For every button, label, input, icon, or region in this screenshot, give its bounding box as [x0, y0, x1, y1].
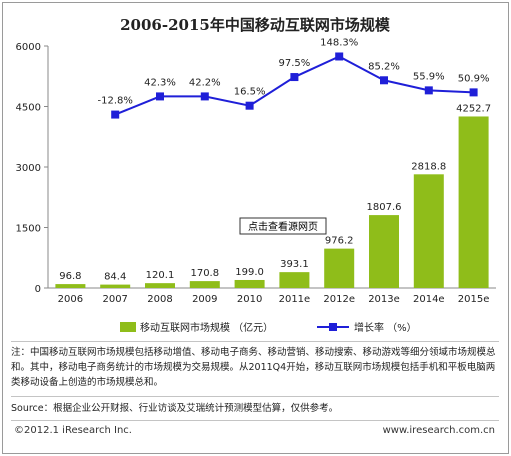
bar — [55, 284, 86, 288]
x-tick-label: 2011e — [279, 294, 311, 305]
website-link[interactable]: www.iresearch.com.cn — [382, 425, 495, 436]
growth-value-label: 50.9% — [458, 73, 490, 84]
bar — [100, 284, 131, 288]
x-tick-label: 2014e — [413, 294, 445, 305]
growth-marker — [380, 76, 388, 85]
growth-value-label: 148.3% — [320, 37, 358, 48]
divider-bottom — [11, 420, 499, 421]
y-tick-label: 1500 — [16, 224, 41, 235]
growth-line-series: -12.8% 42.3% 42.2% 16.5% 97.5% 148.3% 85.2% 55.… — [98, 37, 490, 119]
bar-value-label: 2818.8 — [411, 161, 446, 172]
divider-top — [11, 341, 499, 342]
divider-middle — [11, 396, 499, 397]
bar — [324, 248, 355, 288]
view-source-button-box[interactable] — [239, 217, 327, 235]
growth-value-label: 85.2% — [368, 61, 400, 72]
growth-value-label: 55.9% — [413, 71, 445, 82]
y-tick-label: 3000 — [16, 163, 41, 174]
growth-marker — [200, 92, 209, 101]
bar-value-label: 976.2 — [325, 236, 354, 247]
source-note: Source：根据企业公开财报、行业访谈及艾瑞统计预测模型估算，仅供参考。 — [11, 403, 339, 414]
legend: 移动互联网市场规模 （亿元） 增长率 （%） — [120, 321, 417, 334]
bar — [458, 116, 489, 289]
view-source-button[interactable]: 点击查看源网页 — [239, 217, 327, 235]
bar-value-label: 170.8 — [190, 268, 219, 279]
x-tick-label: 2012e — [323, 294, 355, 305]
y-tick-label: 0 — [35, 284, 41, 295]
growth-value-label: 97.5% — [279, 58, 311, 69]
axes: 0 1500 3000 4500 6000 2006 2007 2008 2009 2010 201… — [16, 42, 496, 305]
legend-line-marker — [329, 323, 337, 331]
bar — [369, 215, 399, 288]
bar-value-label: 393.1 — [280, 259, 309, 270]
growth-value-label: 42.2% — [189, 77, 221, 88]
growth-marker — [469, 88, 478, 97]
x-tick-label: 2007 — [102, 294, 127, 305]
bar-value-label: 84.4 — [104, 272, 126, 283]
bar — [413, 174, 444, 288]
x-tick-label: 2006 — [58, 294, 83, 305]
x-tick-label: 2013e — [368, 294, 400, 305]
footnote: 注：中国移动互联网市场规模包括移动增值、移动电子商务、移动营销、移动搜索、移动游… — [11, 347, 496, 388]
bar — [279, 272, 310, 288]
growth-marker — [111, 110, 120, 119]
growth-marker — [335, 52, 344, 61]
bar-value-label: 120.1 — [146, 270, 175, 281]
x-tick-label: 2015e — [458, 294, 490, 305]
bar-value-label: 96.8 — [59, 271, 81, 282]
bar — [234, 279, 265, 288]
growth-marker — [245, 101, 254, 110]
legend-bar-label: 移动互联网市场规模 （亿元） — [140, 321, 273, 334]
growth-marker — [424, 86, 433, 95]
chart-title: 2006-2015年中国移动互联网市场规模 — [120, 16, 391, 34]
growth-value-label: 16.5% — [234, 87, 266, 98]
bar — [145, 283, 175, 288]
bar-value-label: 199.0 — [235, 267, 264, 278]
x-tick-label: 2010 — [237, 294, 262, 305]
legend-bar-swatch — [120, 322, 136, 332]
growth-marker — [156, 92, 164, 101]
bar-value-label: 4252.7 — [456, 103, 491, 114]
copyright: ©2012.1 iResearch Inc. — [14, 425, 132, 436]
bar-series: 96.8 84.4 120.1 170.8 199.0 393.1 976.2 1807.6 2… — [55, 103, 491, 289]
legend-line-label: 增长率 （%） — [354, 321, 417, 334]
bar-value-label: 1807.6 — [367, 202, 402, 213]
growth-value-label: -12.8% — [98, 96, 133, 107]
y-tick-label: 4500 — [16, 103, 41, 114]
growth-value-label: 42.3% — [144, 77, 176, 88]
x-tick-label: 2008 — [147, 294, 172, 305]
view-source-button-label[interactable]: 点击查看源网页 — [248, 220, 318, 233]
growth-marker — [290, 73, 299, 82]
bar — [189, 281, 220, 288]
x-tick-label: 2009 — [192, 294, 217, 305]
y-tick-label: 6000 — [16, 42, 41, 53]
